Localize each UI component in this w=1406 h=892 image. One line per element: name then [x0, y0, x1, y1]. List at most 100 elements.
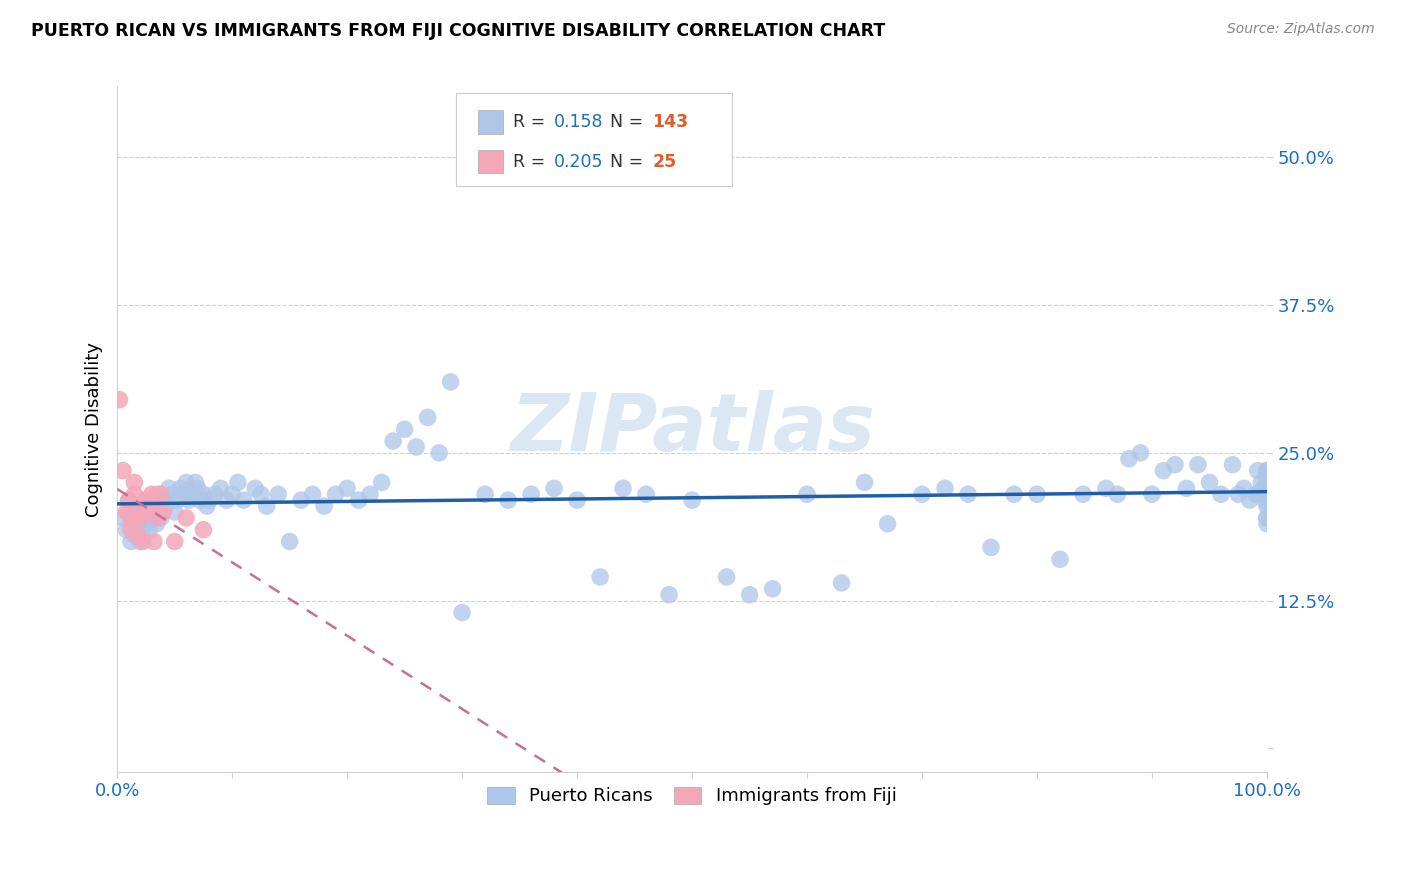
Point	[143, 499, 166, 513]
Point	[1198, 475, 1220, 490]
Point	[1256, 481, 1278, 495]
Text: N =: N =	[610, 153, 643, 170]
Point	[193, 487, 215, 501]
Text: 0.205: 0.205	[554, 153, 603, 170]
Point	[1247, 487, 1270, 501]
Point	[1250, 475, 1272, 490]
Point	[474, 487, 496, 501]
Point	[163, 534, 186, 549]
Point	[1256, 487, 1278, 501]
Point	[195, 499, 218, 513]
Point	[636, 487, 658, 501]
Point	[1256, 481, 1278, 495]
Point	[1095, 481, 1118, 495]
Point	[1164, 458, 1187, 472]
Point	[669, 162, 692, 177]
Point	[325, 487, 347, 501]
Point	[177, 493, 200, 508]
Point	[1244, 487, 1267, 501]
Point	[301, 487, 323, 501]
Point	[1256, 481, 1278, 495]
Point	[1107, 487, 1129, 501]
Point	[336, 481, 359, 495]
Point	[124, 475, 146, 490]
Point	[427, 446, 450, 460]
Point	[155, 499, 177, 513]
Point	[138, 523, 160, 537]
FancyBboxPatch shape	[478, 150, 503, 173]
Point	[115, 523, 138, 537]
Point	[589, 570, 612, 584]
Point	[440, 375, 463, 389]
Point	[716, 570, 738, 584]
Point	[184, 475, 207, 490]
Point	[127, 511, 149, 525]
Point	[796, 487, 818, 501]
Point	[250, 487, 273, 501]
Point	[215, 493, 238, 508]
Point	[1227, 487, 1250, 501]
Point	[136, 511, 159, 525]
Point	[141, 511, 163, 525]
Point	[1002, 487, 1025, 501]
Point	[157, 481, 180, 495]
Point	[124, 511, 146, 525]
Point	[1175, 481, 1198, 495]
Point	[267, 487, 290, 501]
Point	[127, 528, 149, 542]
Point	[956, 487, 979, 501]
Point	[496, 493, 519, 508]
Point	[118, 493, 141, 508]
Point	[359, 487, 381, 501]
Point	[1256, 493, 1278, 508]
Point	[173, 487, 195, 501]
Text: PUERTO RICAN VS IMMIGRANTS FROM FIJI COGNITIVE DISABILITY CORRELATION CHART: PUERTO RICAN VS IMMIGRANTS FROM FIJI COG…	[31, 22, 886, 40]
Point	[108, 392, 131, 407]
Point	[394, 422, 416, 436]
Point	[1239, 493, 1261, 508]
Point	[163, 505, 186, 519]
Point	[166, 493, 188, 508]
Point	[162, 487, 184, 501]
Point	[127, 516, 149, 531]
Point	[226, 475, 249, 490]
Point	[152, 505, 174, 519]
Point	[124, 487, 146, 501]
Point	[174, 475, 197, 490]
Point	[1071, 487, 1094, 501]
Point	[138, 499, 160, 513]
Point	[118, 493, 141, 508]
Point	[124, 505, 146, 519]
Legend: Puerto Ricans, Immigrants from Fiji: Puerto Ricans, Immigrants from Fiji	[478, 778, 905, 814]
Point	[129, 511, 152, 525]
Point	[129, 499, 152, 513]
Point	[1222, 458, 1244, 472]
Point	[405, 440, 427, 454]
Point	[120, 534, 142, 549]
Point	[520, 487, 543, 501]
FancyBboxPatch shape	[457, 94, 733, 186]
Point	[1256, 511, 1278, 525]
Point	[1026, 487, 1049, 501]
Point	[761, 582, 783, 596]
Point	[169, 481, 191, 495]
Point	[1209, 487, 1232, 501]
Point	[1251, 487, 1274, 501]
Point	[188, 493, 211, 508]
Text: 0.158: 0.158	[554, 113, 603, 131]
Point	[1153, 464, 1175, 478]
Point	[134, 505, 156, 519]
Point	[1256, 487, 1278, 501]
Point	[115, 505, 138, 519]
Point	[1256, 487, 1278, 501]
Point	[141, 487, 163, 501]
Point	[1256, 481, 1278, 495]
Point	[1256, 487, 1278, 501]
Point	[1253, 481, 1275, 495]
Point	[876, 516, 898, 531]
Point	[278, 534, 301, 549]
Point	[152, 493, 174, 508]
Point	[143, 534, 166, 549]
Point	[256, 499, 278, 513]
Point	[738, 588, 761, 602]
